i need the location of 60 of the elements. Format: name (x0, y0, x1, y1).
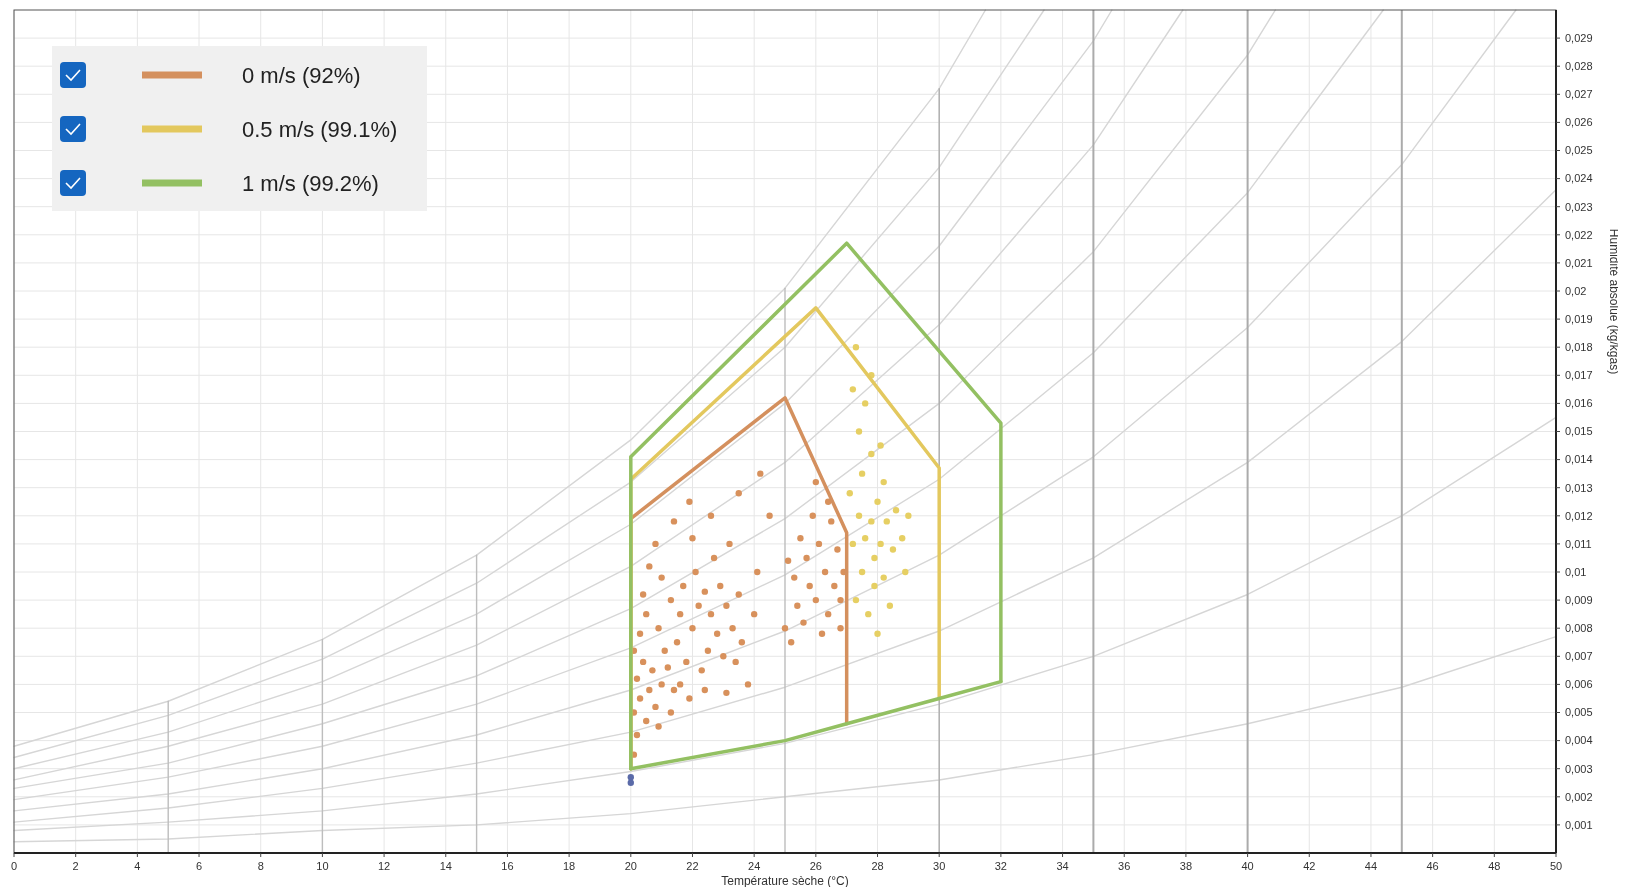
x-tick-label: 26 (809, 860, 822, 872)
y-tick-label: 0,005 (1565, 706, 1593, 719)
x-tick-label: 32 (994, 860, 1008, 872)
y-tick-label: 0,021 (1565, 256, 1593, 269)
x-tick-label: 40 (1241, 860, 1254, 872)
x-tick-label: 0 (10, 860, 18, 872)
x-tick-label: 28 (871, 860, 884, 872)
x-tick-label: 46 (1426, 860, 1439, 872)
y-tick-label: 0,02 (1565, 284, 1587, 297)
x-axis-title: Température sèche (°C) (721, 874, 849, 888)
x-tick-label: 22 (686, 860, 699, 872)
legend-label: 0 m/s (92%) (242, 62, 361, 88)
x-tick-label: 4 (134, 860, 141, 872)
x-tick-label: 44 (1364, 860, 1378, 872)
y-tick-label: 0,004 (1565, 734, 1593, 747)
x-tick-label: 48 (1488, 860, 1501, 872)
y-tick-label: 0,024 (1565, 172, 1593, 185)
y-tick-label: 0,006 (1565, 678, 1593, 691)
x-tick-label: 10 (316, 860, 329, 872)
y-tick-label: 0,009 (1565, 593, 1593, 606)
y-tick-label: 0,027 (1565, 88, 1593, 101)
y-tick-label: 0,003 (1565, 762, 1593, 775)
legend-label: 0.5 m/s (99.1%) (242, 116, 398, 142)
y-tick-label: 0,002 (1565, 790, 1593, 803)
y-tick-label: 0,014 (1565, 453, 1593, 466)
y-tick-label: 0,023 (1565, 200, 1593, 213)
y-tick-label: 0,019 (1565, 312, 1593, 325)
x-tick-label: 16 (501, 860, 514, 872)
y-tick-label: 0,012 (1565, 509, 1593, 522)
x-tick-label: 30 (933, 860, 946, 872)
y-tick-label: 0,007 (1565, 650, 1593, 663)
y-tick-label: 0,029 (1565, 31, 1593, 44)
y-tick-label: 0,015 (1565, 425, 1593, 438)
x-tick-label: 18 (562, 860, 576, 872)
y-tick-label: 0,018 (1565, 341, 1593, 354)
y-tick-label: 0,01 (1565, 565, 1587, 578)
x-tick-label: 12 (377, 860, 391, 872)
x-tick-label: 42 (1303, 860, 1316, 872)
y-tick-label: 0,008 (1565, 622, 1593, 635)
y-tick-label: 0,013 (1565, 481, 1593, 494)
x-tick-label: 6 (195, 860, 203, 872)
x-tick-label: 24 (748, 860, 761, 872)
x-tick-label: 8 (257, 860, 264, 872)
x-tick-label: 36 (1118, 860, 1131, 872)
y-tick-label: 0,026 (1565, 116, 1593, 129)
x-tick-label: 50 (1549, 860, 1563, 872)
y-tick-label: 0,028 (1565, 60, 1593, 73)
y-tick-label: 0,025 (1565, 144, 1593, 157)
y-tick-label: 0,022 (1565, 228, 1593, 241)
y-tick-label: 0,017 (1565, 369, 1593, 382)
x-tick-label: 20 (624, 860, 637, 872)
y-tick-label: 0,016 (1565, 397, 1593, 410)
y-tick-label: 0,011 (1565, 537, 1592, 550)
x-tick-label: 38 (1179, 860, 1193, 872)
legend-label: 1 m/s (99.2%) (242, 170, 379, 196)
y-tick-label: 0,001 (1565, 818, 1593, 831)
x-tick-label: 2 (72, 860, 79, 872)
x-tick-label: 34 (1056, 860, 1069, 872)
x-tick-label: 14 (439, 860, 452, 872)
y-axis-title: Humidité absolue (kg/kgas) (1607, 228, 1621, 375)
